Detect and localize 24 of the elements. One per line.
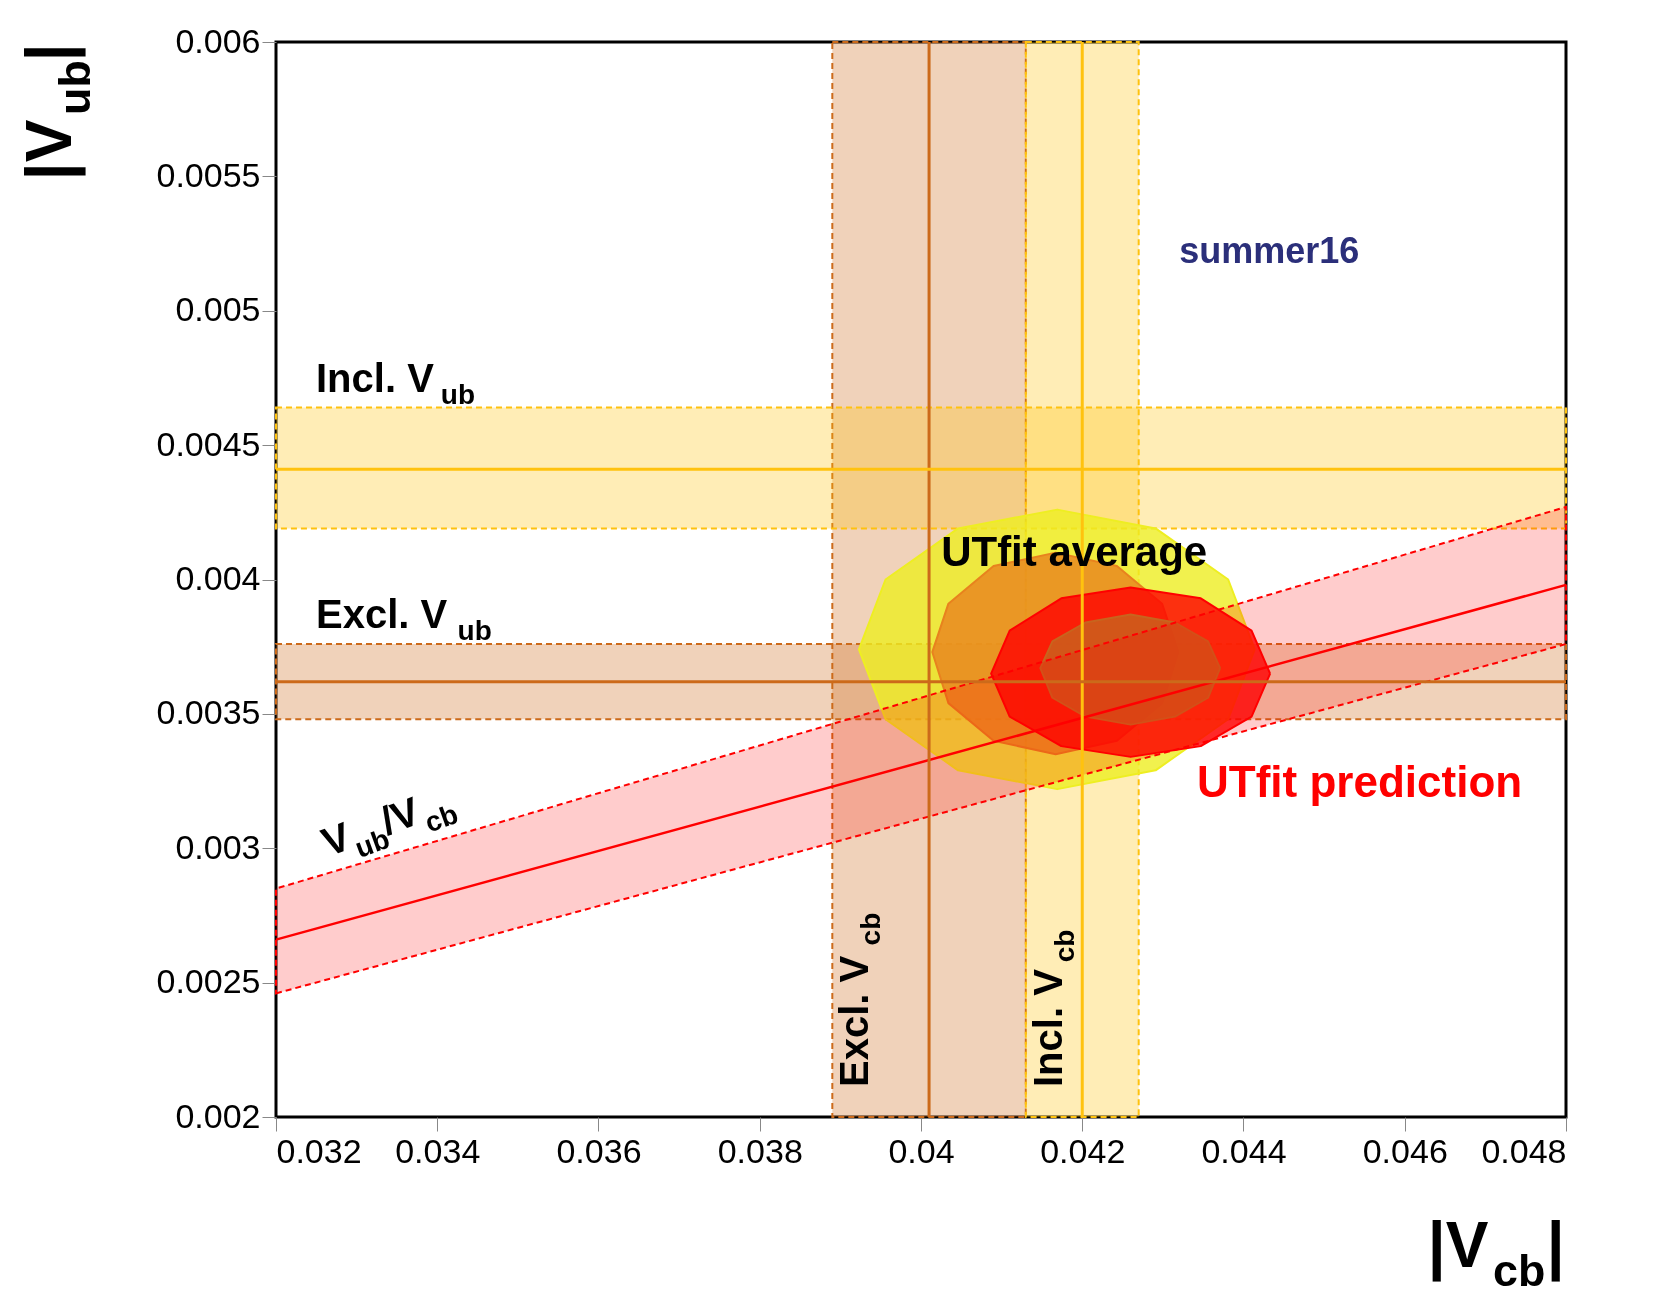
y-tick-label: 0.002 — [175, 1096, 261, 1135]
y-axis-title: |Vub| — [13, 43, 100, 181]
x-tick-label: 0.046 — [1362, 1131, 1448, 1170]
x-tick-label: 0.044 — [1201, 1131, 1287, 1170]
x-tick-label: 0.04 — [888, 1131, 955, 1170]
x-tick-label: 0.038 — [717, 1131, 803, 1170]
band-label: Excl. Vcb — [832, 912, 887, 1087]
x-tick-label: 0.042 — [1040, 1131, 1126, 1170]
annotation: UTfit prediction — [1197, 756, 1523, 806]
annotation: summer16 — [1179, 229, 1360, 271]
x-tick-label: 0.034 — [395, 1131, 481, 1170]
x-tick-label: 0.036 — [556, 1131, 642, 1170]
y-tick-label: 0.0035 — [156, 693, 261, 732]
y-tick-label: 0.005 — [175, 290, 261, 329]
x-tick-label: 0.032 — [276, 1131, 362, 1170]
band-label: Incl. Vcb — [1025, 929, 1080, 1087]
y-tick-label: 0.004 — [175, 559, 261, 597]
y-tick-label: 0.0025 — [156, 962, 261, 1001]
y-tick-label: 0.0055 — [156, 155, 261, 194]
text: Vub/Vcb — [315, 788, 463, 865]
y-tick-label: 0.003 — [175, 827, 261, 866]
y-tick-label: 0.0045 — [156, 424, 261, 463]
x-tick-label: 0.048 — [1481, 1131, 1567, 1170]
y-tick-label: 0.006 — [175, 21, 261, 60]
